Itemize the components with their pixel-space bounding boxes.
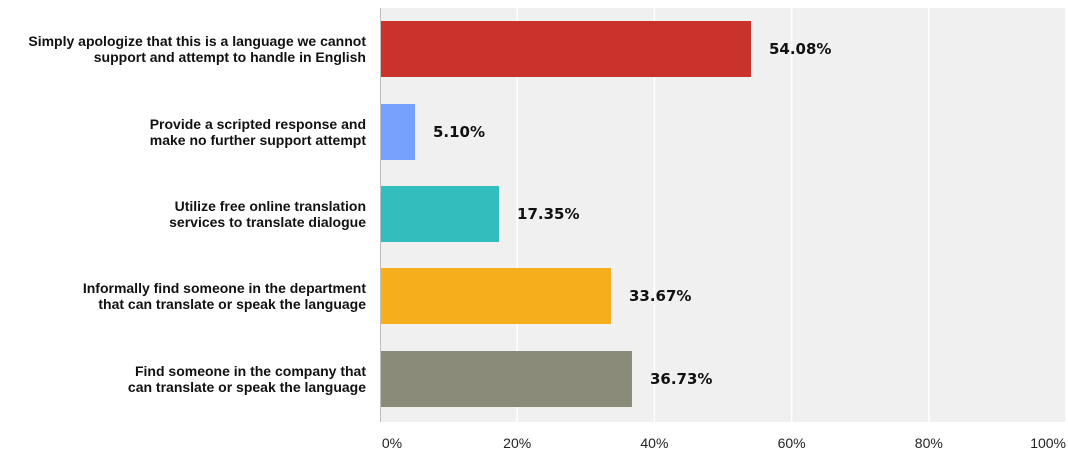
x-tick-label-80: 80% bbox=[915, 435, 943, 451]
category-label-3-line-1: Utilize free online translation bbox=[175, 198, 366, 214]
category-label-1: Simply apologize that this is a language… bbox=[28, 33, 366, 65]
data-label-5: 36.73% bbox=[650, 370, 712, 388]
x-tick-label-0: 0% bbox=[382, 435, 402, 451]
category-label-4-line-2: that can translate or speak the language bbox=[98, 296, 366, 312]
labels-group: 54.08% Simply apologize that this is a la… bbox=[28, 33, 1066, 451]
bar-3 bbox=[381, 186, 500, 242]
category-label-5-line-1: Find someone in the company that bbox=[135, 363, 366, 379]
x-tick-label-100: 100% bbox=[1030, 435, 1066, 451]
category-label-3-line-2: services to translate dialogue bbox=[169, 214, 366, 230]
category-label-5-line-2: can translate or speak the language bbox=[128, 379, 366, 395]
category-label-2-line-2: make no further support attempt bbox=[150, 132, 367, 148]
data-label-2: 5.10% bbox=[433, 123, 485, 141]
category-label-3: Utilize free online translation services … bbox=[169, 198, 366, 230]
x-tick-label-20: 20% bbox=[503, 435, 531, 451]
bar-5 bbox=[381, 351, 632, 407]
category-label-2-line-1: Provide a scripted response and bbox=[150, 116, 366, 132]
category-label-4-line-1: Informally find someone in the departmen… bbox=[83, 280, 366, 296]
category-label-1-line-1: Simply apologize that this is a language… bbox=[28, 33, 366, 49]
x-tick-label-40: 40% bbox=[640, 435, 668, 451]
data-label-1: 54.08% bbox=[769, 40, 831, 58]
category-label-1-line-2: support and attempt to handle in English bbox=[94, 49, 366, 65]
x-tick-label-60: 60% bbox=[778, 435, 806, 451]
category-label-2: Provide a scripted response and make no f… bbox=[150, 116, 367, 148]
data-label-4: 33.67% bbox=[629, 287, 691, 305]
bar-4 bbox=[381, 268, 611, 324]
bar-1 bbox=[381, 21, 751, 77]
bar-2 bbox=[381, 104, 415, 160]
category-label-5: Find someone in the company that can tran… bbox=[128, 363, 366, 395]
bars-group bbox=[381, 21, 751, 407]
data-label-3: 17.35% bbox=[517, 205, 579, 223]
category-label-4: Informally find someone in the departmen… bbox=[83, 280, 366, 312]
